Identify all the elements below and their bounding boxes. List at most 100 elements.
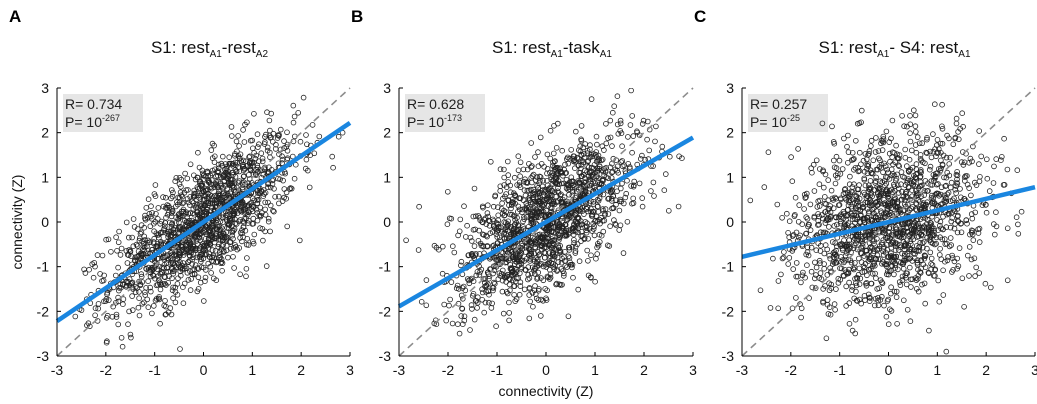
data-point [587,176,594,183]
data-point [998,157,1004,164]
data-point [184,213,191,220]
data-point [532,209,538,216]
data-point [506,299,512,306]
data-point [886,225,893,232]
data-point [607,223,613,230]
data-point [516,179,523,186]
data-point [582,175,588,181]
data-point [883,128,890,135]
data-point [821,194,828,200]
data-point [461,203,467,210]
data-point [461,313,468,320]
data-point [578,137,585,144]
data-point [169,207,176,214]
data-point [204,168,211,175]
data-point [103,339,110,346]
data-point [95,305,101,312]
data-point [595,175,602,182]
data-point [609,109,616,116]
data-point [780,254,787,261]
data-point [465,252,472,258]
data-point [861,177,868,183]
data-point [284,223,291,230]
y-tick-label: -2 [722,303,735,319]
data-point [195,266,202,272]
data-point [826,287,833,294]
data-point [875,256,882,263]
data-point [925,224,932,231]
data-point [556,235,562,241]
data-point [790,232,797,238]
data-point [613,197,619,204]
data-point [138,250,144,257]
data-point [603,164,609,171]
data-point [925,227,932,233]
data-point [546,191,552,197]
data-point [969,215,976,222]
data-point [939,126,946,132]
data-point [584,147,591,154]
data-point [953,190,959,196]
data-point [825,197,832,204]
data-point [480,243,487,250]
data-point [863,247,869,254]
data-point [924,217,931,223]
data-point [187,287,194,293]
data-point [493,263,500,270]
data-point [182,170,188,177]
data-point [886,196,892,202]
data-point [565,231,572,237]
data-point [610,193,616,200]
data-point [527,239,534,245]
data-point [240,163,247,170]
data-point [243,265,250,272]
data-point [624,219,631,225]
data-point [113,311,120,318]
data-point [779,215,785,221]
data-point [257,225,263,231]
data-point [795,146,801,152]
data-point [194,233,200,240]
data-point [954,172,961,179]
data-point [209,247,216,253]
data-point [817,260,823,266]
data-point [231,265,237,271]
data-point [489,300,495,307]
data-point [614,188,620,195]
data-point [499,200,505,207]
data-point [820,299,826,306]
data-point [569,228,576,235]
data-point [871,302,878,309]
data-point [630,195,636,202]
data-point [873,275,879,282]
data-point [918,193,925,200]
data-point [584,224,590,230]
data-point [891,194,898,201]
data-point [473,272,480,279]
data-point [933,234,940,241]
data-point [198,264,205,271]
data-point [914,134,921,140]
data-point [919,225,926,232]
data-point [830,157,837,164]
data-point [991,231,998,238]
data-point [931,101,938,107]
data-point [516,270,523,277]
data-point [217,233,224,239]
data-point [824,246,830,253]
data-point [930,148,937,155]
data-point [868,280,875,287]
data-point [845,192,851,198]
x-tick-label: -3 [736,362,749,378]
data-point [819,212,825,218]
data-point [648,188,654,194]
data-point [894,182,901,189]
data-point [629,113,635,119]
data-point [119,343,126,350]
data-point [905,167,912,174]
data-point [829,123,835,130]
data-point [595,198,602,204]
data-point [566,247,573,253]
data-point [858,259,865,265]
data-point [249,137,256,144]
